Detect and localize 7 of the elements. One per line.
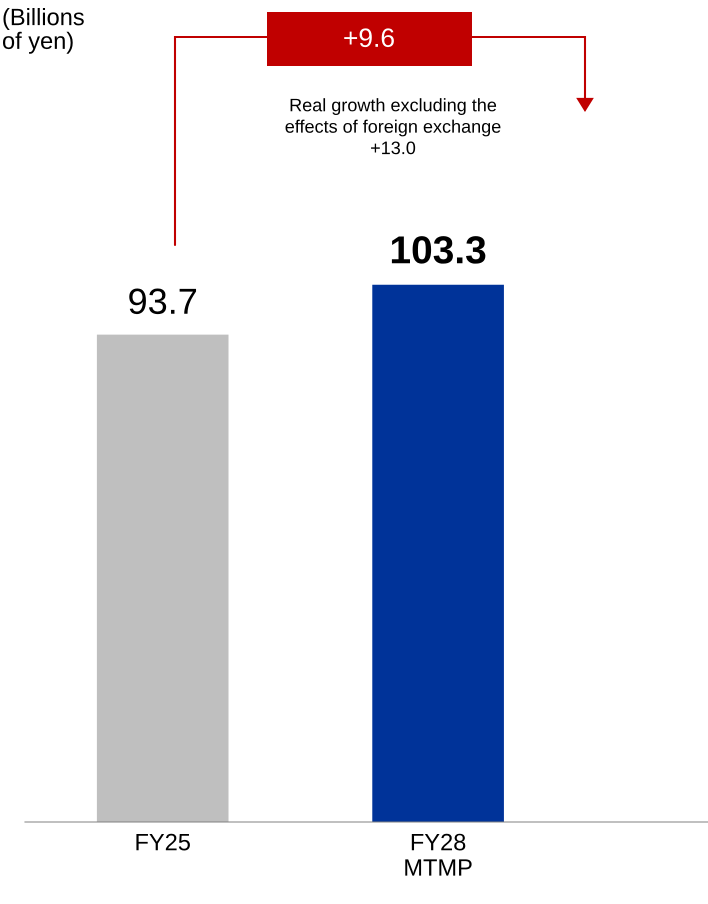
- data-label: 103.3: [392, 236, 486, 264]
- text: (Billions of yen): [2, 8, 84, 54]
- x-tick-label: FY28 MTMP: [405, 834, 472, 876]
- text: Real growth excluding the effects of foreign exchange +13.0: [286, 98, 500, 154]
- x-tick-label: FY25: [136, 834, 190, 850]
- data-label: 93.7: [129, 288, 196, 314]
- text: +9.6: [344, 28, 394, 48]
